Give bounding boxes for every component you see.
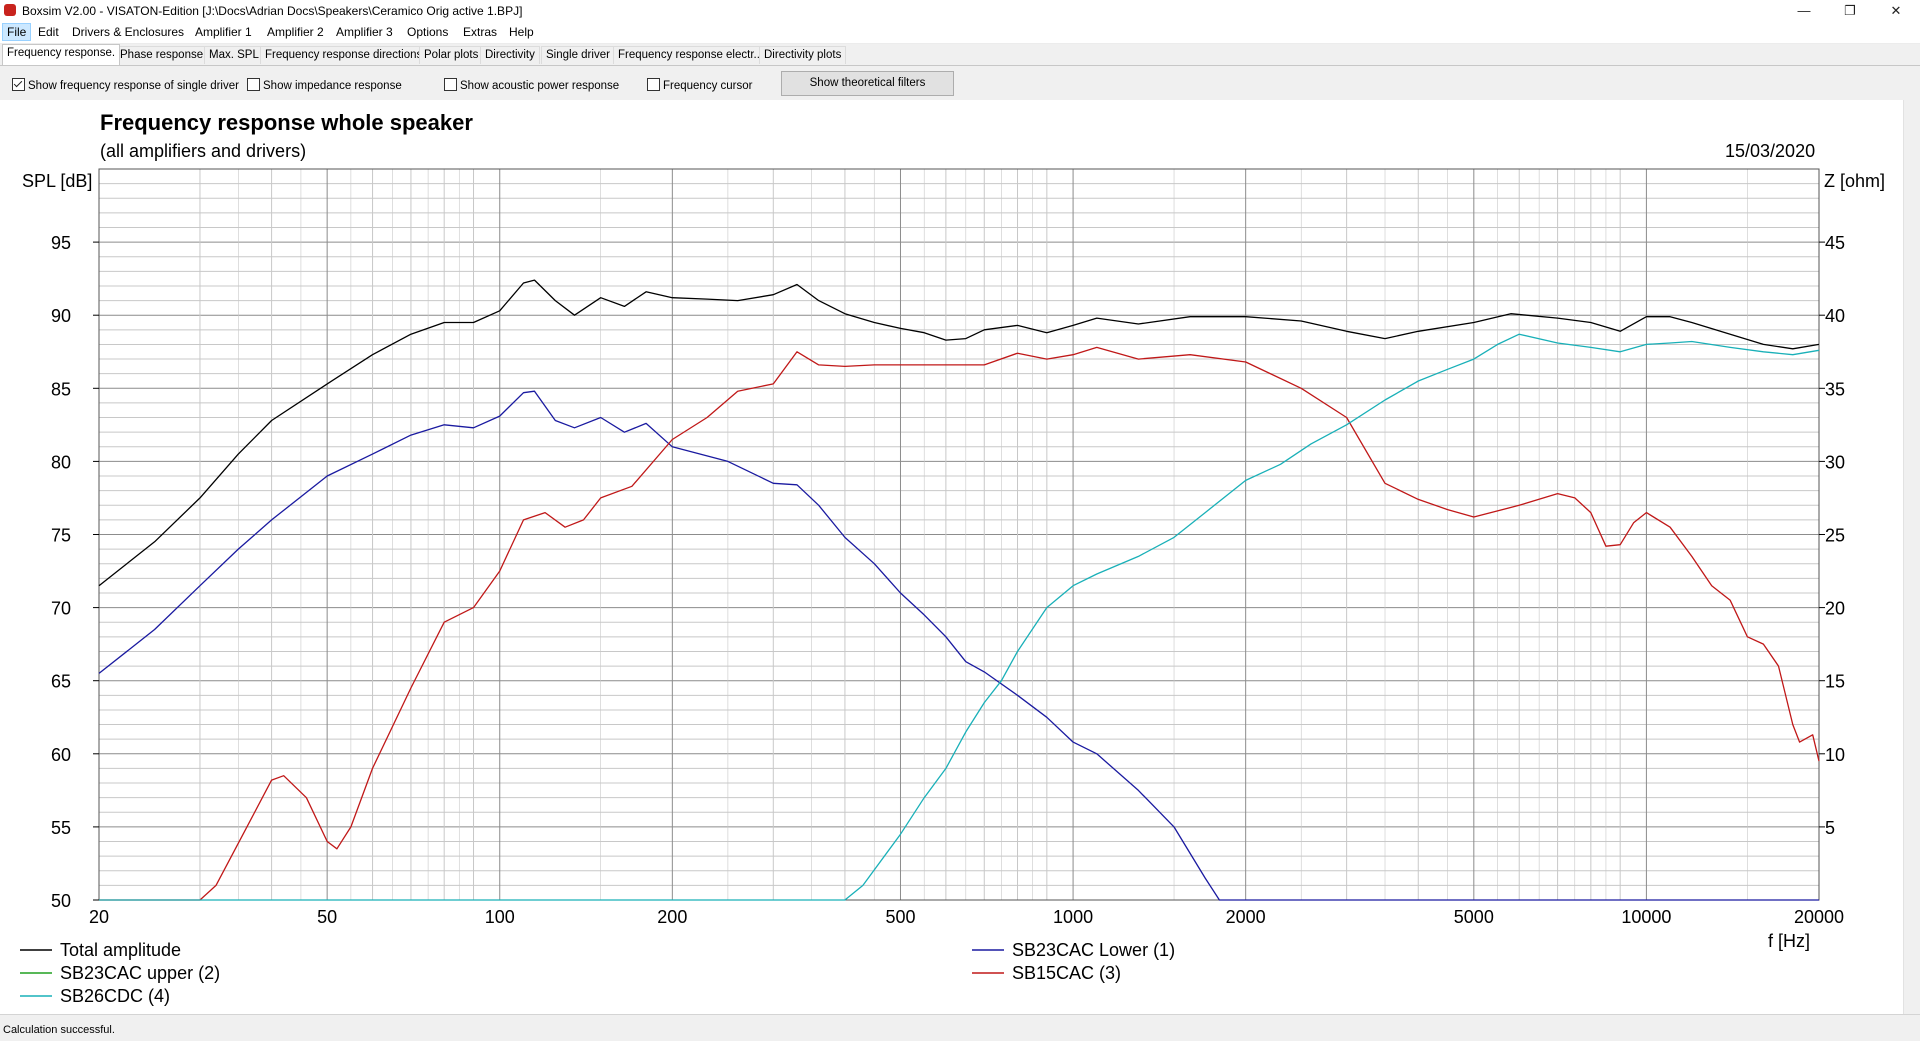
x-tick-label: 5000	[1454, 907, 1494, 927]
tab-bar: Frequency response. Phase response Max. …	[0, 44, 1920, 65]
y-tick-label: 80	[51, 452, 71, 472]
x-axis-label: f [Hz]	[1768, 931, 1810, 951]
show-theoretical-filters-button[interactable]: Show theoretical filters	[781, 71, 954, 96]
checkbox-box[interactable]	[444, 78, 457, 91]
y-tick-label: 85	[51, 379, 71, 399]
y2-tick-label: 15	[1825, 672, 1845, 692]
legend-label: SB15CAC (3)	[1012, 963, 1121, 983]
tab-frequency-response-electrical[interactable]: Frequency response electr..	[613, 46, 765, 64]
y2-tick-label: 35	[1825, 379, 1845, 399]
show-single-driver-checkbox[interactable]: Show frequency response of single driver	[12, 78, 239, 92]
menu-bar: File Edit Drivers & Enclosures Amplifier…	[0, 21, 1920, 44]
y-tick-label: 50	[51, 891, 71, 911]
menu-amplifier-1[interactable]: Amplifier 1	[195, 25, 252, 39]
y-tick-label: 55	[51, 818, 71, 838]
menu-drivers-enclosures[interactable]: Drivers & Enclosures	[72, 25, 185, 39]
menu-edit[interactable]: Edit	[38, 25, 59, 39]
checkbox-box[interactable]	[647, 78, 660, 91]
checkbox-label: Show impedance response	[263, 80, 402, 92]
menu-help[interactable]: Help	[509, 25, 534, 39]
x-tick-label: 10000	[1621, 907, 1671, 927]
y-axis-label: SPL [dB]	[22, 171, 92, 191]
legend-label: SB23CAC upper (2)	[60, 963, 220, 983]
chart-date: 15/03/2020	[1725, 141, 1816, 161]
frequency-cursor-checkbox[interactable]: Frequency cursor	[647, 78, 752, 92]
tab-single-driver[interactable]: Single driver	[541, 46, 615, 64]
series-line-sb15	[99, 346, 1820, 901]
series-line-sb26	[99, 333, 1820, 901]
y-tick-label: 75	[51, 526, 71, 546]
status-text: Calculation successful.	[3, 1024, 115, 1036]
y2-tick-label: 5	[1825, 818, 1835, 838]
menu-file[interactable]: File	[2, 23, 32, 41]
menu-amplifier-3[interactable]: Amplifier 3	[336, 25, 393, 39]
x-tick-label: 50	[317, 907, 337, 927]
checkbox-label: Show frequency response of single driver	[28, 80, 239, 92]
checkbox-box[interactable]	[247, 78, 260, 91]
checkbox-label: Frequency cursor	[663, 80, 753, 92]
y2-tick-label: 40	[1825, 306, 1845, 326]
menu-amplifier-2[interactable]: Amplifier 2	[267, 25, 324, 39]
tab-directivity[interactable]: Directivity	[480, 46, 540, 64]
x-tick-label: 200	[657, 907, 687, 927]
tab-frequency-response[interactable]: Frequency response.	[2, 44, 121, 65]
legend-label: SB23CAC Lower (1)	[1012, 940, 1175, 960]
x-tick-label: 100	[485, 907, 515, 927]
y-tick-label: 60	[51, 745, 71, 765]
show-acoustic-power-checkbox[interactable]: Show acoustic power response	[444, 78, 619, 92]
frequency-response-chart: 50 55 60 65 70 75 80 85 90 95 5 10 15 20 25 30 35 40 45 20 5…	[20, 168, 1885, 1006]
y2-tick-label: 20	[1825, 599, 1845, 619]
options-toolbar: Show frequency response of single driver…	[0, 65, 1920, 101]
vertical-scrollbar[interactable]	[1903, 100, 1920, 1014]
y2-tick-label: 25	[1825, 526, 1845, 546]
legend-label: SB26CDC (4)	[60, 986, 170, 1006]
y-tick-label: 95	[51, 233, 71, 253]
y-tick-label: 65	[51, 672, 71, 692]
x-tick-label: 1000	[1053, 907, 1093, 927]
tab-phase-response[interactable]: Phase response	[115, 46, 209, 64]
y2-tick-label: 30	[1825, 452, 1845, 472]
chart-subtitle: (all amplifiers and drivers)	[100, 141, 307, 161]
series-line-lower	[98, 390, 1819, 901]
tab-frequency-response-directions[interactable]: Frequency response directions	[260, 46, 428, 64]
plot-area: Frequency response whole speaker (all am…	[0, 100, 1903, 1014]
x-tick-label: 20	[89, 907, 109, 927]
y-tick-label: 70	[51, 599, 71, 619]
tab-max-spl[interactable]: Max. SPL	[204, 46, 264, 64]
tab-polar-plots[interactable]: Polar plots	[419, 46, 484, 64]
close-button[interactable]: ✕	[1890, 3, 1902, 18]
checkbox-label: Show acoustic power response	[460, 80, 620, 92]
x-tick-label: 2000	[1226, 907, 1266, 927]
title-bar: Boxsim V2.00 - VISATON-Edition [J:\Docs\…	[0, 0, 1920, 22]
menu-options[interactable]: Options	[407, 25, 449, 39]
status-bar: Calculation successful.	[0, 1014, 1920, 1041]
window-title: Boxsim V2.00 - VISATON-Edition [J:\Docs\…	[22, 4, 523, 18]
x-tick-label: 500	[885, 907, 915, 927]
show-impedance-checkbox[interactable]: Show impedance response	[247, 78, 402, 92]
tab-directivity-plots[interactable]: Directivity plots	[759, 46, 847, 64]
y2-tick-label: 45	[1825, 233, 1845, 253]
restore-button[interactable]: ❐	[1844, 3, 1856, 18]
menu-extras[interactable]: Extras	[463, 25, 498, 39]
minimize-button[interactable]: —	[1797, 3, 1811, 18]
y2-tick-label: 10	[1825, 745, 1845, 765]
app-icon	[4, 4, 16, 16]
checkbox-box[interactable]	[12, 78, 25, 91]
y-tick-label: 90	[51, 306, 71, 326]
y2-axis-label: Z [ohm]	[1824, 171, 1885, 191]
legend-label: Total amplitude	[60, 940, 181, 960]
chart-title: Frequency response whole speaker	[100, 110, 473, 135]
series-line-total	[98, 279, 1820, 587]
x-tick-label: 20000	[1794, 907, 1844, 927]
